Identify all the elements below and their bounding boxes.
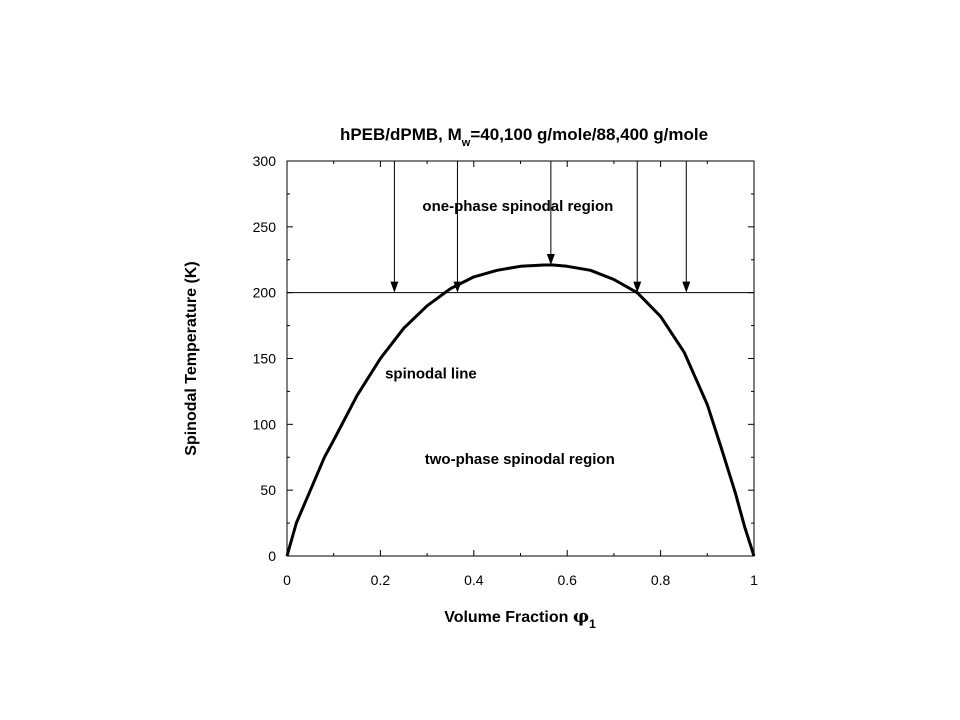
y-tick-label: 250 [253,219,277,235]
y-tick-label: 300 [253,153,277,169]
spinodal-line-series [285,263,756,557]
x-axis-ticks: 0 0.2 0.4 0.6 0.8 1 [283,161,758,588]
chart-title-subscript: w [461,137,471,149]
plot-frame [286,160,755,557]
annotation-label: two-phase spinodal region [425,451,615,468]
x-tick-label: 0.2 [371,572,391,588]
x-axis-label-subscript: 1 [589,617,596,631]
x-tick-label: 0 [283,572,291,588]
y-tick-label: 50 [260,482,276,498]
y-tick-label: 200 [253,285,277,301]
x-tick-label: 0.4 [464,572,484,588]
arrow-head [546,254,555,266]
x-axis-label: Volume Fraction φ1 [444,606,596,631]
arrow-head [390,281,399,293]
x-tick-label: 1 [750,572,758,588]
y-tick-label: 150 [253,351,277,367]
x-axis-label-text: Volume Fraction [444,609,573,626]
x-tick-label: 0.8 [651,572,671,588]
annotations-group: one-phase spinodal region spinodal line tw… [385,198,615,468]
arrows-group [390,161,691,293]
arrow-head [633,281,642,293]
chart-title-suffix: =40,100 g/mole/88,400 g/mole [470,125,708,144]
chart-title-prefix: hPEB/dPMB, M [340,125,462,144]
y-axis-label: Spinodal Temperature (K) [183,261,200,455]
series-group [285,263,756,557]
x-tick-label: 0.6 [557,572,577,588]
chart-title: hPEB/dPMB, Mw=40,100 g/mole/88,400 g/mol… [340,125,708,149]
annotation-label: one-phase spinodal region [422,198,613,215]
x-axis-label-symbol: φ [573,606,589,627]
y-tick-label: 0 [268,548,276,564]
y-tick-label: 100 [253,416,277,432]
arrow-head [682,281,691,293]
annotation-label: spinodal line [385,365,477,382]
